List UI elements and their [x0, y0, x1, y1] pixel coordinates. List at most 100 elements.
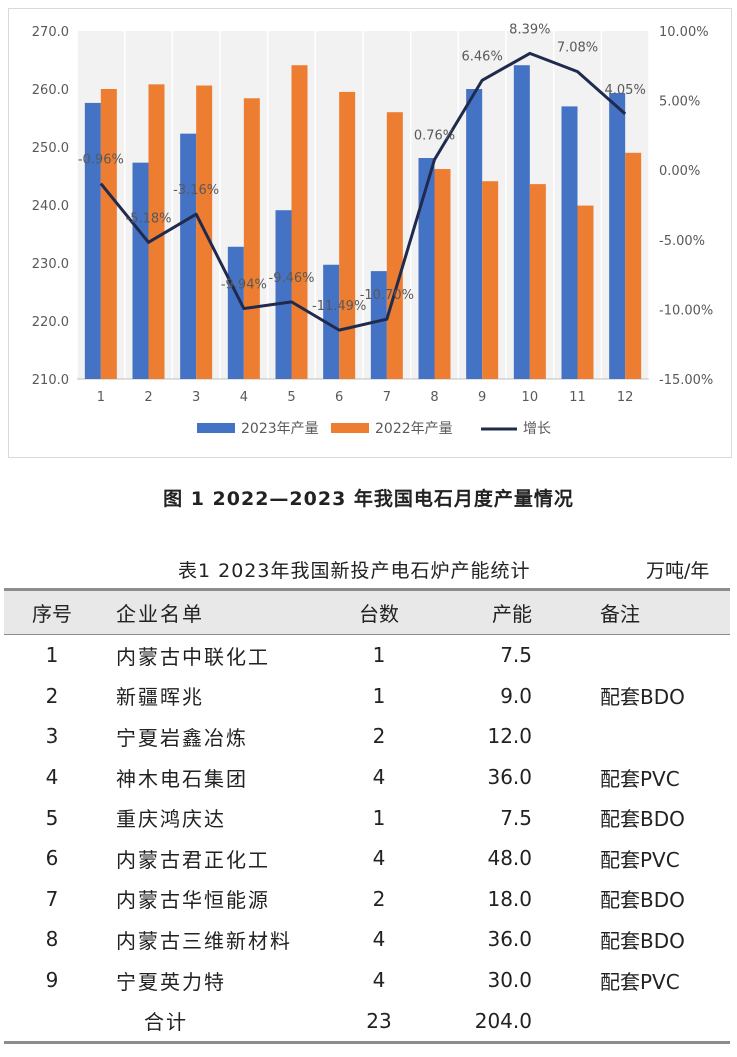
row-count: 2 [372, 724, 386, 749]
row-count: 2 [372, 886, 386, 911]
right-axis-tick-label: 5.00% [659, 95, 700, 110]
row-idx: 4 [45, 765, 59, 790]
bar-2022 [243, 98, 260, 379]
x-axis-tick-label: 3 [192, 390, 200, 405]
left-axis-tick-label: 250.0 [32, 141, 69, 156]
table-row: 2 新疆晖兆 1 9.0 配套BDO [4, 676, 730, 717]
bar-2022 [386, 112, 403, 379]
legend-swatch-2023 [197, 423, 235, 433]
row-capacity: 18.0 [487, 886, 532, 911]
bar-2023 [227, 246, 244, 379]
legend-label-2022: 2022年产量 [375, 421, 453, 437]
table-header-row: 序号 企业名单 台数 产能 备注 [4, 591, 730, 634]
table-header-rule [4, 634, 730, 635]
row-count: 1 [372, 805, 386, 830]
row-idx: 8 [45, 927, 59, 952]
bar-2022 [434, 169, 451, 379]
row-count: 1 [372, 643, 386, 668]
row-name: 新疆晖兆 [116, 685, 204, 710]
table-row: 7 内蒙古华恒能源 2 18.0 配套BDO [4, 879, 730, 920]
table-caption: 表1 2023年我国新投产电石炉产能统计 [178, 560, 531, 582]
table-total-row: 合计 23 204.0 [4, 1000, 730, 1041]
bar-2023 [561, 106, 578, 380]
right-axis-tick-label: -15.00% [659, 373, 713, 388]
growth-data-label: -5.18% [126, 211, 172, 226]
row-count: 4 [372, 846, 386, 871]
bar-2023 [275, 210, 292, 379]
row-capacity: 36.0 [487, 927, 532, 952]
chart-container: 270.0 260.0 250.0 240.0 230.0 220.0 210.0 10.00… [8, 8, 732, 458]
growth-data-label: -10.70% [360, 288, 414, 303]
bar-2022 [148, 84, 165, 380]
total-label: 合计 [144, 1010, 188, 1035]
row-note: 配套BDO [600, 928, 685, 953]
x-axis-tick-label: 2 [144, 390, 152, 405]
row-note: 配套BDO [600, 685, 685, 710]
total-count: 23 [366, 1008, 392, 1033]
legend-label-2023: 2023年产量 [241, 421, 319, 437]
bar-2022 [482, 181, 499, 379]
growth-data-label: -9.46% [269, 271, 315, 286]
growth-data-label: -11.49% [312, 299, 366, 314]
row-note: 配套BDO [600, 888, 685, 913]
bar-2022 [339, 91, 356, 380]
bar-2022 [291, 65, 308, 379]
growth-data-label: 6.46% [462, 49, 503, 64]
header-idx: 序号 [32, 602, 72, 626]
row-name: 内蒙古华恒能源 [116, 888, 270, 913]
table-top-rule [4, 588, 730, 591]
x-axis-tick-label: 11 [569, 390, 586, 405]
row-name: 重庆鸿庆达 [116, 807, 226, 832]
row-idx: 7 [45, 886, 59, 911]
row-capacity: 9.0 [500, 683, 532, 708]
row-note: 配套PVC [600, 969, 680, 994]
x-axis-tick-label: 5 [287, 390, 295, 405]
x-axis-tick-label: 6 [335, 390, 343, 405]
left-axis-tick-label: 240.0 [32, 199, 69, 214]
right-axis-tick-label: 0.00% [659, 164, 700, 179]
left-axis-tick-label: 270.0 [32, 25, 69, 40]
bar-2023 [466, 89, 483, 379]
row-name: 宁夏岩鑫冶炼 [116, 725, 248, 750]
x-axis-tick-label: 7 [383, 390, 391, 405]
x-axis-tick-label: 4 [240, 390, 248, 405]
bar-2023 [180, 133, 197, 379]
table-row: 5 重庆鸿庆达 1 7.5 配套BDO [4, 797, 730, 838]
bar-2022 [625, 152, 642, 379]
left-axis-tick-label: 210.0 [32, 373, 69, 388]
table-row: 1 内蒙古中联化工 1 7.5 [4, 635, 730, 676]
row-capacity: 36.0 [487, 765, 532, 790]
production-chart: 270.0260.0250.0240.0230.0220.0210.010.00… [32, 22, 713, 437]
row-note: 配套PVC [600, 766, 680, 791]
figure-caption: 图 1 2022—2023 年我国电石月度产量情况 [163, 488, 574, 510]
row-capacity: 7.5 [500, 805, 532, 830]
row-name: 神木电石集团 [116, 766, 248, 791]
growth-data-label: 4.05% [605, 83, 646, 98]
row-count: 4 [372, 765, 386, 790]
row-name: 内蒙古三维新材料 [116, 928, 292, 953]
left-axis-tick-label: 230.0 [32, 257, 69, 272]
bar-2023 [418, 158, 435, 379]
row-idx: 1 [45, 643, 59, 668]
header-count: 台数 [359, 602, 399, 626]
bar-2023 [84, 102, 101, 380]
capacity-table: 序号 企业名单 台数 产能 备注 1 内蒙古中联化工 1 7.5 2 新疆晖兆 … [4, 588, 730, 1044]
row-count: 4 [372, 968, 386, 993]
row-capacity: 7.5 [500, 643, 532, 668]
total-capacity: 204.0 [474, 1008, 532, 1033]
growth-data-label: -3.16% [173, 183, 219, 198]
table-unit: 万吨/年 [646, 560, 710, 582]
header-capacity: 产能 [492, 602, 532, 626]
row-name: 内蒙古君正化工 [116, 847, 270, 872]
legend-label-growth: 增长 [523, 421, 551, 437]
row-capacity: 30.0 [487, 968, 532, 993]
table-row: 9 宁夏英力特 4 30.0 配套PVC [4, 960, 730, 1001]
x-axis-tick-label: 10 [522, 390, 539, 405]
right-axis-tick-label: 10.00% [659, 25, 709, 40]
table-row: 3 宁夏岩鑫冶炼 2 12.0 [4, 716, 730, 757]
x-axis-tick-label: 8 [430, 390, 438, 405]
x-axis-tick-label: 9 [478, 390, 486, 405]
row-idx: 6 [45, 846, 59, 871]
growth-data-label: 0.76% [414, 129, 455, 144]
bar-2023 [609, 93, 626, 379]
